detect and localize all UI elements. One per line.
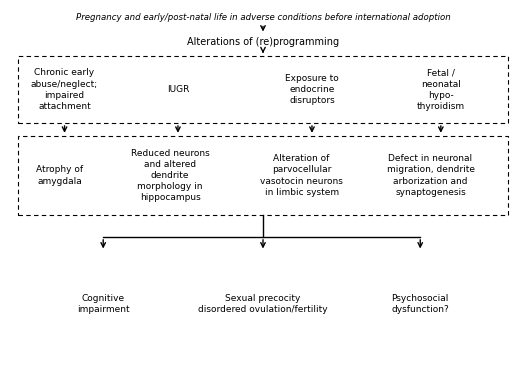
Text: Psychosocial
dysfunction?: Psychosocial dysfunction? (391, 294, 449, 314)
Text: Atrophy of
amygdala: Atrophy of amygdala (36, 165, 83, 186)
Text: Fetal /
neonatal
hypo-
thyroidism: Fetal / neonatal hypo- thyroidism (417, 68, 465, 111)
Text: Sexual precocity
disordered ovulation/fertility: Sexual precocity disordered ovulation/fe… (198, 294, 328, 314)
Text: Reduced neurons
and altered
dendrite
morphology in
hippocampus: Reduced neurons and altered dendrite mor… (131, 149, 209, 202)
Text: Cognitive
impairment: Cognitive impairment (77, 294, 129, 314)
Text: Pregnancy and early/post-natal life in adverse conditions before international a: Pregnancy and early/post-natal life in a… (76, 13, 450, 22)
Text: IUGR: IUGR (167, 85, 189, 94)
Bar (18, 136, 508, 215)
Text: Alteration of
parvocellular
vasotocin neurons
in limbic system: Alteration of parvocellular vasotocin ne… (260, 154, 343, 197)
Text: Chronic early
abuse/neglect;
impaired
attachment: Chronic early abuse/neglect; impaired at… (31, 68, 98, 111)
Text: Exposure to
endocrine
disruptors: Exposure to endocrine disruptors (285, 74, 339, 105)
Text: Defect in neuronal
migration, dendrite
arborization and
synaptogenesis: Defect in neuronal migration, dendrite a… (387, 154, 474, 197)
Bar (18, 56, 508, 123)
Text: Alterations of (re)programming: Alterations of (re)programming (187, 37, 339, 47)
